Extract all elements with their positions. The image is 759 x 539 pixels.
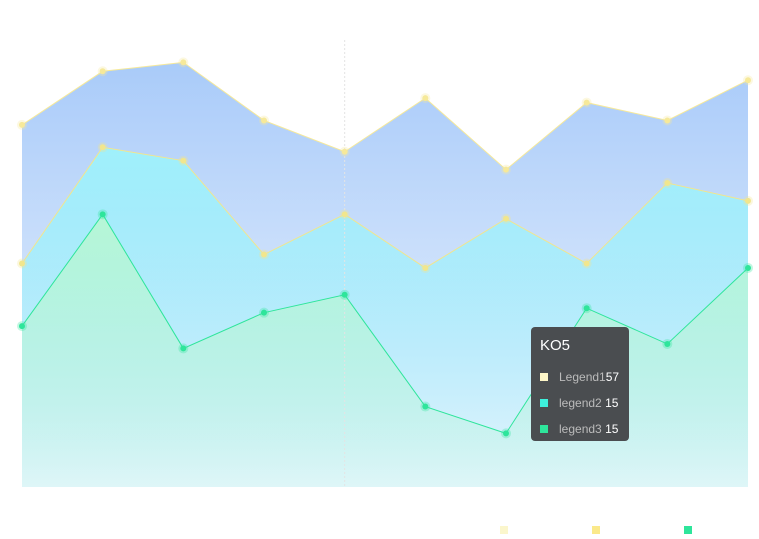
data-point-legend2[interactable] [583, 260, 590, 267]
data-point-legend1[interactable] [503, 166, 509, 173]
tooltip-title: KO5 [540, 337, 571, 354]
data-point-legend1[interactable] [99, 68, 106, 75]
tooltip-label: Legend1 [559, 370, 606, 384]
legend-swatch-icon [500, 526, 508, 534]
data-point-legend3[interactable] [341, 291, 348, 298]
legend-swatch-icon [592, 526, 600, 534]
data-point-legend1[interactable] [341, 148, 348, 155]
tooltip-row: Legend1 57 [540, 364, 620, 390]
legend-label: legend2 [606, 524, 646, 536]
data-point-legend1[interactable] [745, 77, 751, 84]
legend2-swatch-icon [540, 399, 548, 407]
legend-label: Legend1 [514, 524, 557, 536]
line-legend1 [21, 61, 749, 171]
data-point-legend3[interactable] [583, 305, 590, 312]
data-point-legend2[interactable] [341, 211, 348, 218]
tooltip-value: 57 [605, 370, 620, 384]
data-point-legend1[interactable] [19, 121, 25, 128]
data-point-legend2[interactable] [261, 251, 267, 258]
tooltip: KO5 Legend1 57 legend2 15 legend3 15 [531, 327, 629, 441]
tooltip-row: legend2 15 [540, 390, 620, 416]
legend-label: legend3 [698, 524, 738, 536]
legend-item-legend3[interactable]: legend3 [684, 524, 737, 536]
legend3-swatch-icon [540, 425, 548, 433]
data-point-legend3[interactable] [503, 430, 509, 437]
data-point-legend2[interactable] [745, 197, 751, 204]
data-point-legend2[interactable] [180, 157, 187, 164]
legend-swatch-icon [684, 526, 692, 534]
data-point-legend3[interactable] [664, 340, 671, 347]
data-point-legend2[interactable] [19, 260, 25, 267]
line-legend3 [21, 213, 749, 434]
data-point-legend2[interactable] [99, 144, 106, 151]
data-point-legend1[interactable] [180, 59, 187, 66]
data-point-legend2[interactable] [422, 264, 429, 271]
data-point-legend2[interactable] [664, 180, 671, 187]
data-point-legend3[interactable] [261, 309, 267, 316]
data-point-legend3[interactable] [19, 323, 25, 330]
tooltip-label: legend2 [559, 396, 602, 410]
tooltip-value: 15 [605, 396, 619, 410]
data-point-legend1[interactable] [583, 99, 590, 106]
data-point-legend3[interactable] [745, 264, 751, 271]
data-point-legend1[interactable] [261, 117, 267, 124]
data-point-legend3[interactable] [422, 403, 429, 410]
data-point-legend2[interactable] [503, 215, 509, 222]
data-point-legend1[interactable] [664, 117, 671, 124]
data-point-legend3[interactable] [99, 211, 106, 218]
legend1-swatch-icon [540, 373, 548, 381]
tooltip-value: 15 [605, 422, 619, 436]
tooltip-row: legend3 15 [540, 416, 620, 442]
line-legend2 [21, 146, 749, 269]
data-point-legend1[interactable] [422, 95, 429, 102]
data-point-legend3[interactable] [180, 345, 187, 352]
legend-item-legend2[interactable]: legend2 [592, 524, 645, 536]
legend-item-legend1[interactable]: Legend1 [500, 524, 557, 536]
tooltip-label: legend3 [559, 422, 602, 436]
